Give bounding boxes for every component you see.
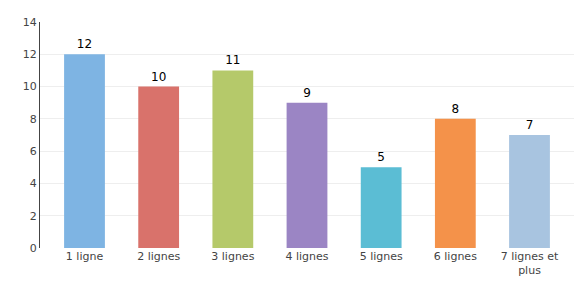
- svg-text:0: 0: [30, 242, 37, 255]
- svg-text:6 lignes: 6 lignes: [434, 250, 477, 263]
- svg-text:4: 4: [30, 177, 37, 190]
- svg-text:12: 12: [77, 37, 92, 51]
- svg-text:10: 10: [151, 70, 166, 84]
- svg-text:1 ligne: 1 ligne: [66, 250, 104, 263]
- svg-text:6: 6: [30, 145, 37, 158]
- svg-text:3 lignes: 3 lignes: [211, 250, 254, 263]
- svg-text:4 lignes: 4 lignes: [285, 250, 328, 263]
- svg-text:12: 12: [23, 48, 37, 61]
- svg-text:8: 8: [30, 113, 37, 126]
- svg-text:10: 10: [23, 80, 37, 93]
- svg-text:2: 2: [30, 210, 37, 223]
- svg-text:5 lignes: 5 lignes: [360, 250, 403, 263]
- svg-text:11: 11: [225, 53, 240, 67]
- svg-text:7: 7: [526, 118, 534, 132]
- svg-text:5: 5: [377, 150, 385, 164]
- svg-text:7 lignes etplus: 7 lignes etplus: [501, 250, 559, 277]
- svg-text:9: 9: [303, 86, 311, 100]
- svg-text:8: 8: [452, 102, 460, 116]
- svg-text:14: 14: [23, 16, 37, 29]
- svg-text:2 lignes: 2 lignes: [137, 250, 180, 263]
